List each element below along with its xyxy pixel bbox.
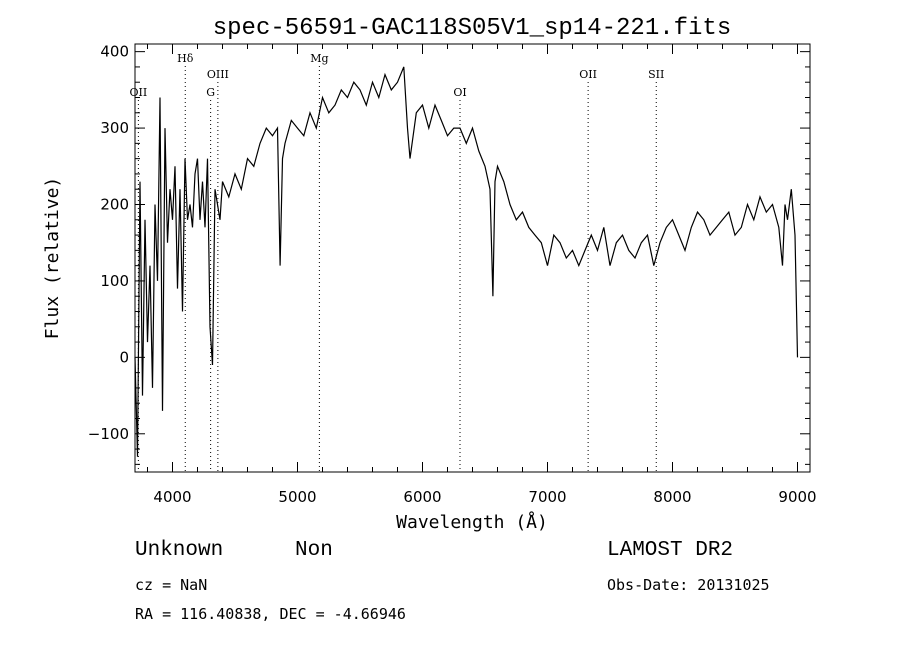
x-tick-label: 6000 xyxy=(403,488,441,506)
x-tick-label: 4000 xyxy=(153,488,191,506)
spectrum-chart: spec-56591-GAC118S05V1_sp14-221.fits OII… xyxy=(42,15,817,533)
spectral-line-label: OIII xyxy=(207,68,229,81)
y-axis-label: Flux (relative) xyxy=(42,177,63,340)
y-tick-label: 200 xyxy=(100,196,129,214)
axis-ticks-layer xyxy=(135,44,810,472)
observation-date: Obs-Date: 20131025 xyxy=(607,576,770,594)
flux-series-line xyxy=(134,66,799,457)
object-subclass: Non xyxy=(295,539,333,562)
spectral-line-label: Mg xyxy=(310,52,328,65)
spectral-line-label: G xyxy=(206,86,215,99)
spectral-lines-layer: OII Hδ OIII G Mg OI OII SII xyxy=(130,52,664,472)
x-tick-label: 8000 xyxy=(653,488,691,506)
y-tick-label: 0 xyxy=(119,348,129,366)
y-tick-label: −100 xyxy=(88,425,129,443)
spectral-line-label: OII xyxy=(130,86,148,99)
x-axis-label: Wavelength (Å) xyxy=(396,511,548,533)
y-tick-label: 300 xyxy=(100,119,129,137)
redshift-cz: cz = NaN xyxy=(135,576,208,594)
spectral-line-label: SII xyxy=(648,68,664,81)
plot-frame xyxy=(134,43,811,473)
chart-title: spec-56591-GAC118S05V1_sp14-221.fits xyxy=(213,15,731,42)
x-tick-label: 5000 xyxy=(278,488,316,506)
survey-name: LAMOST DR2 xyxy=(607,539,734,562)
x-tick-label: 7000 xyxy=(528,488,566,506)
spectral-line-label: OI xyxy=(453,86,466,99)
y-tick-label: 400 xyxy=(100,43,129,61)
spectral-line-label: Hδ xyxy=(177,52,194,65)
ra-dec-coordinates: RA = 116.40838, DEC = -4.66946 xyxy=(135,605,406,623)
y-tick-label: 100 xyxy=(100,272,129,290)
spectral-line-label: OII xyxy=(579,68,597,81)
series-layer xyxy=(134,66,799,457)
tick-labels-layer: 4000 5000 6000 7000 8000 9000 −100 0 100 200 300 40… xyxy=(88,43,817,506)
x-tick-label: 9000 xyxy=(778,488,816,506)
object-class: Unknown xyxy=(135,539,224,562)
